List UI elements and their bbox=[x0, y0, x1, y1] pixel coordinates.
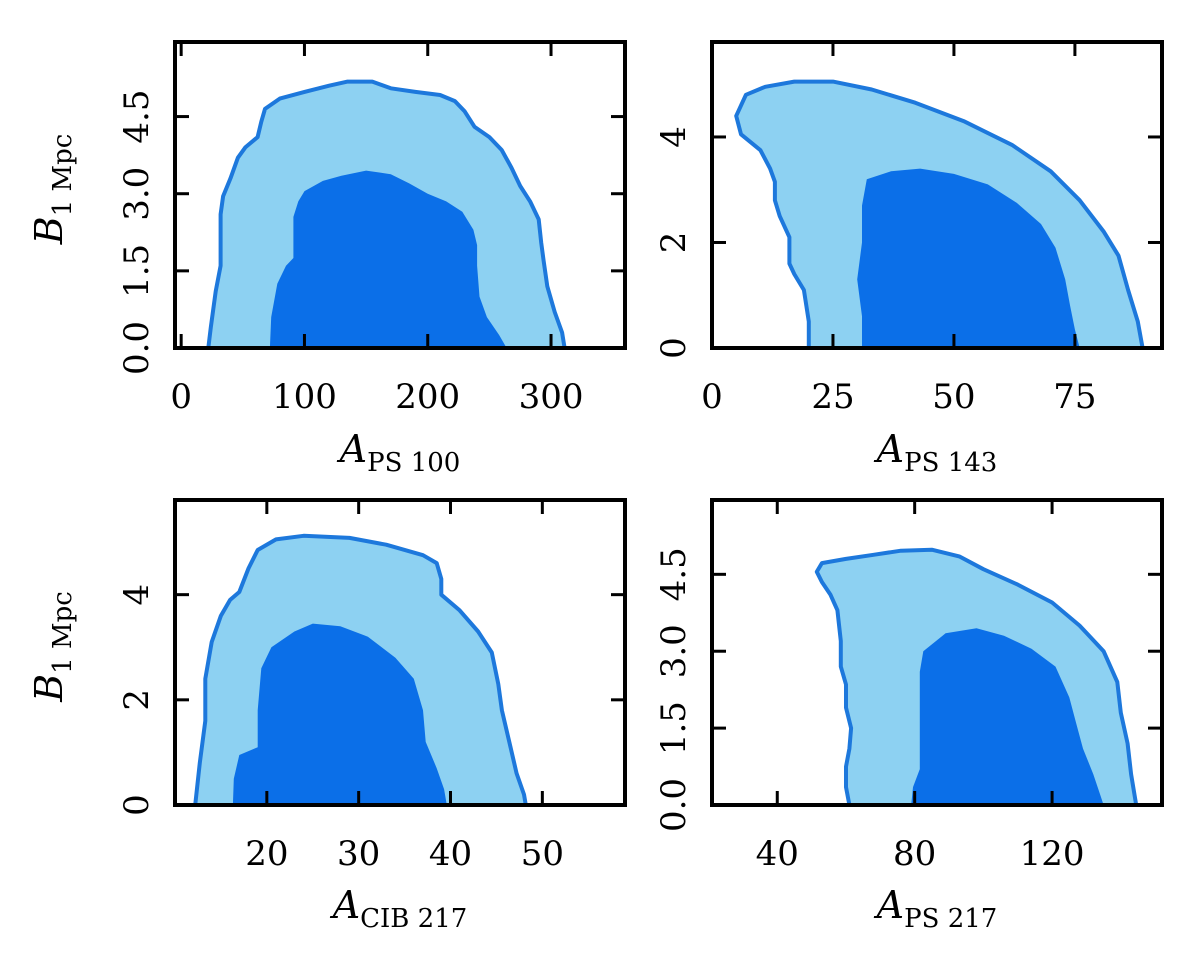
x-tick-label: 25 bbox=[811, 377, 854, 417]
x-tick-label: 0 bbox=[170, 377, 192, 417]
x-tick-label: 50 bbox=[521, 834, 564, 874]
plot-frame bbox=[710, 40, 1164, 350]
y-tick-label: 4 bbox=[117, 584, 157, 606]
y-tick-label: 4 bbox=[654, 126, 694, 148]
x-tick-label: 40 bbox=[756, 834, 799, 874]
panel-aps217: 40 80 120 0.0 1.5 3.0 4.5 APS 217 bbox=[654, 498, 1164, 934]
inner-contour-region bbox=[911, 628, 1104, 805]
y-tick-label: 3.0 bbox=[117, 167, 157, 221]
y-tick-label: 0 bbox=[117, 794, 157, 816]
x-tick-label: 300 bbox=[519, 377, 584, 417]
y-tick-label: 0.0 bbox=[654, 778, 694, 832]
y-tick-label: 1.5 bbox=[117, 244, 157, 298]
x-axis-label-main: A bbox=[330, 883, 360, 927]
y-tick-label: 2 bbox=[654, 232, 694, 254]
x-tick-label: 80 bbox=[893, 834, 936, 874]
y-tick-label: 0.0 bbox=[117, 321, 157, 375]
y-axis-label-main: B bbox=[27, 674, 71, 703]
x-axis-label-sub: PS 100 bbox=[367, 448, 460, 478]
x-axis-label: APS 100 bbox=[337, 427, 461, 478]
y-axis-label: B1 Mpc bbox=[27, 591, 78, 703]
inner-contour-region bbox=[232, 623, 447, 805]
inner-contour-region bbox=[269, 170, 507, 348]
x-axis-label-sub: PS 217 bbox=[904, 904, 997, 934]
x-tick-label: 50 bbox=[932, 377, 975, 417]
panel-acib217: 20 30 40 50 0 2 4 ACIB 217 B1 Mpc bbox=[27, 498, 627, 934]
x-axis-label-sub: CIB 217 bbox=[360, 904, 467, 934]
x-axis-label-main: A bbox=[337, 427, 367, 471]
y-tick-label: 1.5 bbox=[654, 701, 694, 755]
y-tick-label: 4.5 bbox=[654, 547, 694, 601]
x-axis-label: APS 217 bbox=[874, 883, 998, 934]
x-tick-label: 20 bbox=[245, 834, 288, 874]
y-tick-label: 3.0 bbox=[654, 624, 694, 678]
panel-aps143: 0 25 50 75 0 2 4 APS 143 bbox=[654, 40, 1164, 478]
y-axis-label-sub: 1 Mpc bbox=[48, 134, 78, 217]
panel-aps100: 0 100 200 300 0.0 1.5 3.0 4.5 APS 100 B1 Mpc bbox=[27, 40, 627, 478]
x-tick-label: 100 bbox=[272, 377, 337, 417]
inner-contour-region bbox=[857, 168, 1080, 348]
plot-frame bbox=[173, 498, 627, 807]
x-tick-label: 40 bbox=[429, 834, 472, 874]
x-axis-label-main: A bbox=[874, 427, 904, 471]
y-axis-label-sub: 1 Mpc bbox=[48, 591, 78, 674]
x-tick-label: 75 bbox=[1053, 377, 1096, 417]
x-tick-label: 30 bbox=[337, 834, 380, 874]
x-axis-label-sub: PS 143 bbox=[904, 448, 997, 478]
y-tick-label: 0 bbox=[654, 337, 694, 359]
x-axis-label: APS 143 bbox=[874, 427, 998, 478]
x-tick-label: 0 bbox=[701, 377, 723, 417]
y-tick-label: 4.5 bbox=[117, 90, 157, 144]
x-tick-label: 200 bbox=[395, 377, 460, 417]
y-tick-label: 2 bbox=[117, 689, 157, 711]
x-tick-label: 120 bbox=[1020, 834, 1085, 874]
y-axis-label-main: B bbox=[27, 216, 71, 245]
y-axis-label: B1 Mpc bbox=[27, 134, 78, 246]
x-axis-label: ACIB 217 bbox=[330, 883, 468, 934]
x-axis-label-main: A bbox=[874, 883, 904, 927]
